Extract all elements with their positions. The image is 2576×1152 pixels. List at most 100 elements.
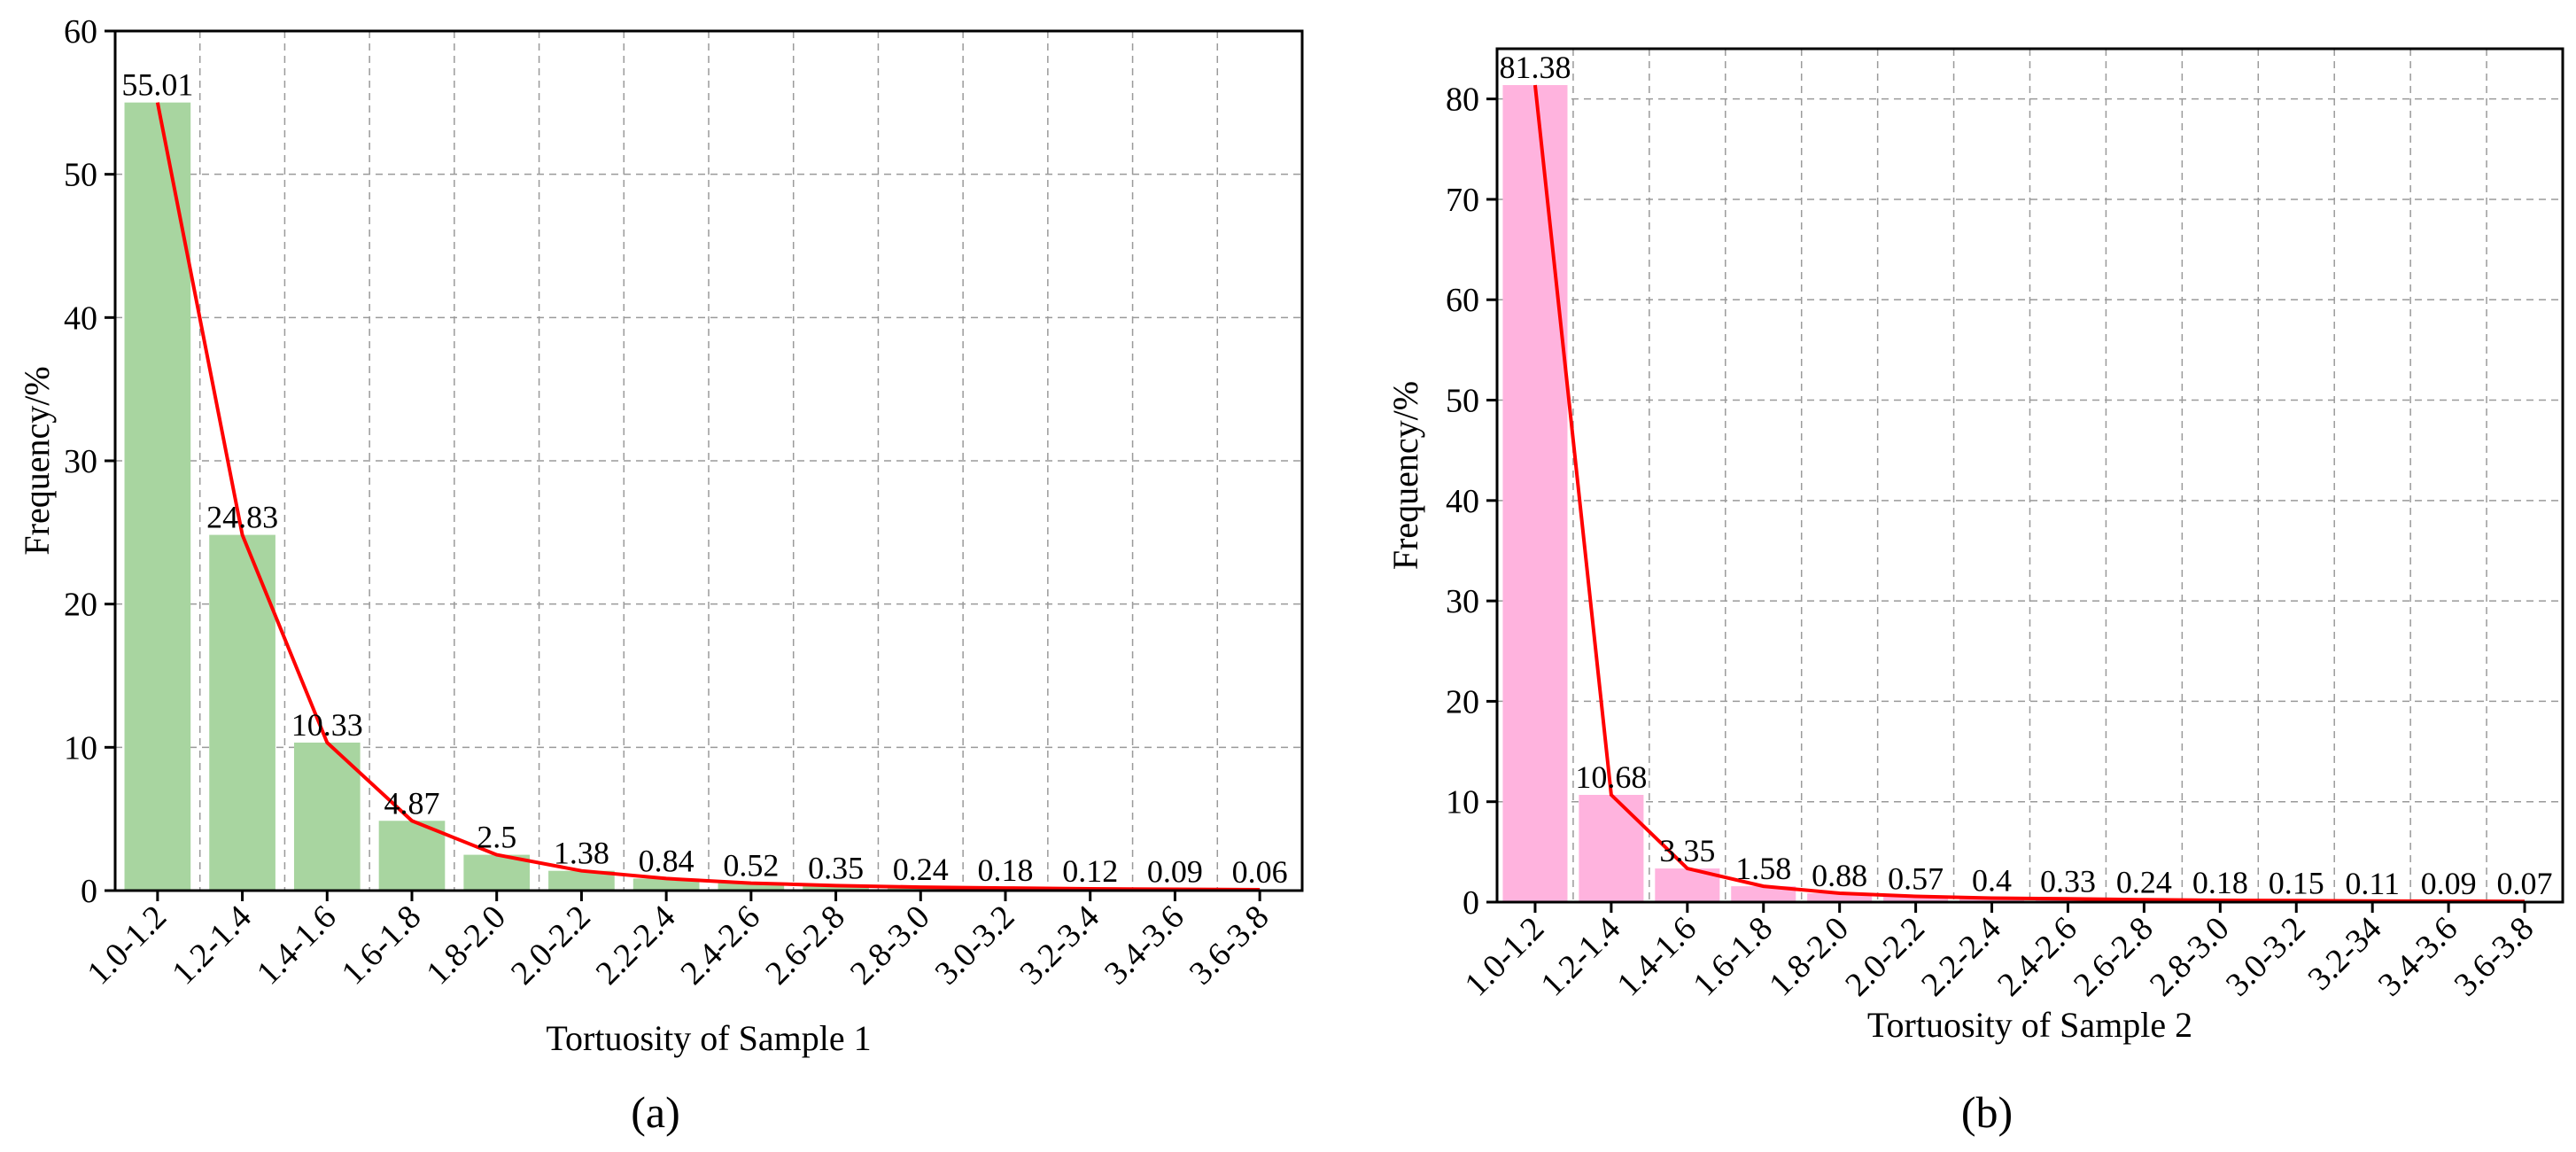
gridlines: [115, 31, 1302, 891]
x-tick-label: 3.6-3.8: [2448, 910, 2541, 1004]
x-tick-label: 2.8-3.0: [843, 899, 937, 992]
bar: [548, 870, 615, 891]
data-labels: 81.38 10.68 3.35 1.58 0.88 0.57 0.4 0.33 0.24 0.1…: [1499, 50, 2552, 901]
x-tick-label: 1.6-1.8: [335, 899, 429, 992]
data-labels: 55.01 24.83 10.33 4.87 2.5 1.38 0.84 0.52 0.35 0.…: [121, 67, 1287, 890]
x-tick-label: 3.4-3.6: [2371, 910, 2465, 1004]
x-tick-label: 1.8-2.0: [1762, 910, 1856, 1004]
chart-panel-b: 81.38 10.68 3.35 1.58 0.88 0.57 0.4 0.33 0.24 0.1…: [1385, 47, 2564, 1137]
data-label: 0.15: [2269, 865, 2324, 900]
y-axis: 0 10 20 30 40 50 60: [64, 13, 115, 910]
y-tick-label: 30: [1446, 583, 1479, 620]
x-tick-label: 1.6-1.8: [1686, 910, 1780, 1004]
y-tick-label: 0: [1463, 884, 1479, 922]
data-label: 3.35: [1659, 833, 1715, 868]
bar: [1731, 886, 1796, 902]
y-axis-title: Frequency/%: [17, 366, 57, 555]
chart-panel-a: 55.01 24.83 10.33 4.87 2.5 1.38 0.84 0.52 0.35 0.…: [17, 13, 1304, 1137]
data-label: 1.58: [1735, 851, 1791, 886]
y-tick-label: 40: [1446, 483, 1479, 520]
x-tick-label: 2.4-2.6: [673, 899, 767, 992]
bar: [124, 102, 191, 891]
x-tick-label: 3.0-3.2: [928, 899, 1022, 992]
x-axis: 1.0-1.21.2-1.41.4-1.61.6-1.81.8-2.02.0-2…: [1458, 902, 2541, 1003]
x-tick-label: 1.2-1.4: [1533, 910, 1627, 1004]
y-axis-title: Frequency/%: [1385, 381, 1425, 570]
y-tick-label: 60: [1446, 282, 1479, 319]
x-tick-label: 2.2-2.4: [1914, 910, 2008, 1004]
y-tick-label: 20: [1446, 683, 1479, 720]
x-tick-label: 1.0-1.2: [1458, 910, 1552, 1004]
bar: [209, 534, 275, 891]
bar: [293, 742, 361, 891]
y-tick-label: 0: [81, 873, 97, 910]
x-tick-label: 2.0-2.2: [1838, 910, 1932, 1004]
y-tick-label: 10: [64, 729, 97, 767]
data-label: 0.06: [1232, 854, 1288, 890]
x-tick-label: 3.2-34: [2301, 910, 2388, 998]
panel-label: (b): [1961, 1087, 2013, 1137]
y-tick-label: 30: [64, 443, 97, 480]
y-tick-label: 10: [1446, 784, 1479, 821]
data-label: 0.07: [2497, 866, 2553, 901]
data-label: 0.4: [1972, 862, 2012, 898]
data-label: 0.18: [2192, 865, 2248, 900]
x-axis-title: Tortuosity of Sample 1: [546, 1018, 871, 1058]
x-tick-label: 2.8-3.0: [2143, 910, 2237, 1004]
y-axis: 0 10 20 30 40 50 60 70 80: [1446, 82, 1497, 922]
bar: [1579, 795, 1644, 902]
data-label: 55.01: [121, 67, 193, 103]
data-label: 0.88: [1812, 858, 1867, 893]
bar: [1502, 85, 1568, 903]
data-label: 10.33: [291, 707, 363, 743]
data-label: 0.35: [808, 850, 864, 885]
data-label: 0.18: [978, 852, 1034, 888]
x-tick-label: 1.0-1.2: [80, 899, 174, 992]
x-tick-label: 3.6-3.8: [1183, 899, 1276, 992]
x-tick-label: 2.2-2.4: [589, 899, 683, 992]
y-tick-label: 60: [64, 13, 97, 51]
data-label: 4.87: [384, 785, 440, 821]
bar: [1959, 898, 2025, 902]
x-tick-label: 1.8-2.0: [419, 899, 513, 992]
data-label: 0.52: [723, 848, 779, 883]
y-tick-label: 70: [1446, 182, 1479, 219]
data-label: 1.38: [554, 836, 609, 871]
x-tick-label: 2.4-2.6: [1990, 910, 2084, 1004]
x-tick-label: 2.0-2.2: [504, 899, 598, 992]
data-label: 0.84: [639, 843, 694, 878]
x-tick-label: 3.4-3.6: [1098, 899, 1191, 992]
x-tick-label: 3.2-3.4: [1013, 899, 1106, 992]
y-tick-label: 40: [64, 300, 97, 337]
data-label: 24.83: [206, 500, 278, 535]
bars: [1502, 85, 2557, 903]
bar: [632, 878, 700, 891]
bar: [1807, 893, 1873, 902]
bar: [803, 885, 869, 891]
plot-frame: [1495, 47, 2564, 904]
data-label: 0.24: [2116, 864, 2172, 899]
y-tick-label: 80: [1446, 82, 1479, 119]
data-label: 81.38: [1499, 50, 1571, 85]
data-label: 10.68: [1575, 759, 1647, 795]
data-label: 0.24: [893, 852, 949, 887]
x-tick-label: 3.0-3.2: [2219, 910, 2313, 1004]
trend-line: [1532, 84, 2526, 904]
x-tick-label: 1.4-1.6: [1610, 910, 1703, 1004]
trend-line: [155, 102, 1261, 892]
x-tick-label: 1.4-1.6: [250, 899, 344, 992]
data-label: 0.12: [1062, 853, 1118, 889]
data-label: 0.33: [2040, 863, 2096, 899]
y-tick-label: 20: [64, 587, 97, 624]
data-label: 2.5: [477, 820, 516, 855]
data-label: 0.11: [2345, 866, 2400, 901]
gridlines: [1497, 49, 2563, 902]
data-label: 0.09: [1147, 854, 1203, 890]
bar: [378, 821, 446, 891]
x-tick-label: 1.2-1.4: [165, 899, 259, 992]
bars: [124, 102, 1293, 891]
data-label: 0.57: [1888, 861, 1944, 897]
data-label: 0.09: [2421, 866, 2477, 901]
